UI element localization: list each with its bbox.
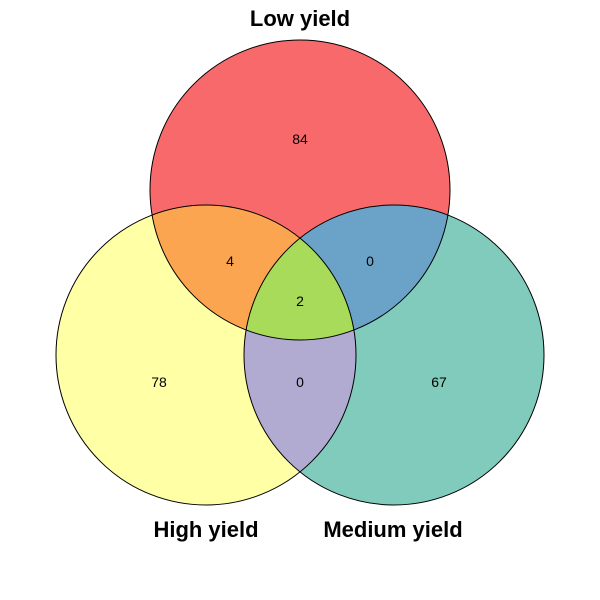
high-only-count: 78 bbox=[151, 374, 167, 390]
high-medium-count: 0 bbox=[296, 374, 304, 390]
medium-yield-label: Medium yield bbox=[323, 517, 462, 542]
medium-only-count: 67 bbox=[431, 374, 447, 390]
low-high-medium-count: 2 bbox=[296, 293, 304, 309]
low-yield-label: Low yield bbox=[250, 6, 350, 31]
low-medium-count: 0 bbox=[366, 253, 374, 269]
high-yield-label: High yield bbox=[153, 517, 258, 542]
low-high-medium-overlap bbox=[244, 205, 356, 340]
medium-yield-outline bbox=[243, 204, 545, 506]
low-yield-outline bbox=[149, 39, 451, 341]
low-high-count: 4 bbox=[226, 253, 234, 269]
high-yield-outline bbox=[55, 204, 357, 506]
low-only-count: 84 bbox=[292, 131, 308, 147]
